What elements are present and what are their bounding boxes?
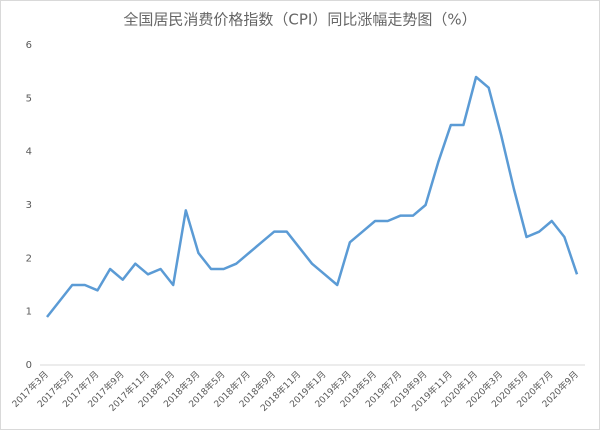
y-tick-label: 2: [26, 253, 32, 264]
data-line: [46, 75, 579, 318]
y-tick-label: 0: [26, 360, 32, 371]
y-tick-label: 4: [26, 147, 32, 158]
chart-title: 全国居民消费价格指数（CPI）同比涨幅走势图（%）: [123, 11, 476, 29]
y-tick-label: 5: [26, 93, 32, 104]
y-tick-label: 1: [26, 307, 32, 318]
y-tick-label: 6: [26, 40, 32, 51]
y-tick-label: 3: [26, 200, 32, 211]
